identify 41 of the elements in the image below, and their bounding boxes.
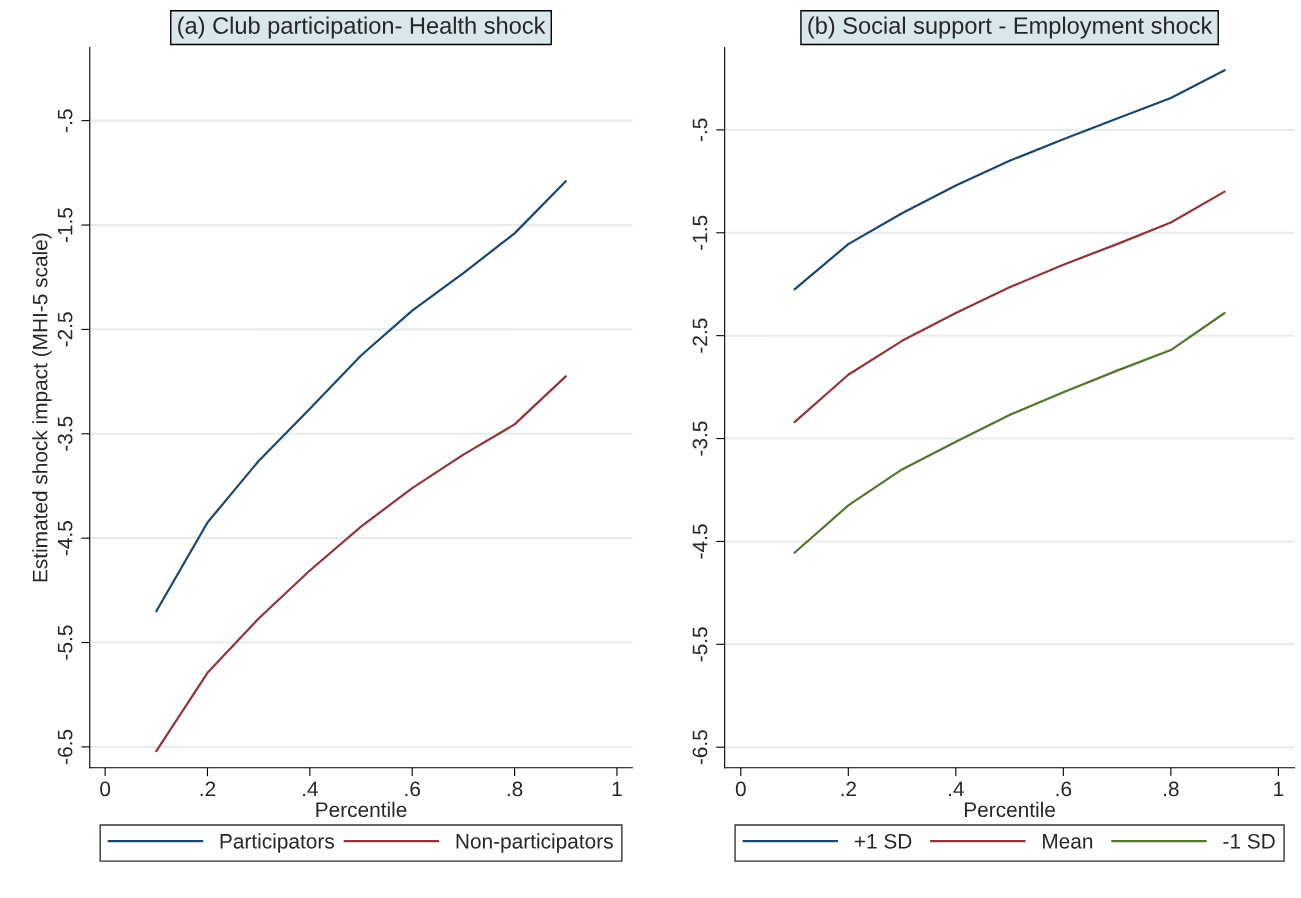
legend-label: +1 SD [854,833,912,849]
y-tick-label: -6.5 [57,729,73,764]
x-axis-title: Percentile [964,801,1055,818]
x-tick-label: .6 [1056,781,1072,797]
y-tick-label: -.5 [692,118,708,142]
chart-title: (a) Club participation- Health shock [178,16,546,39]
y-tick-label: -.5 [57,109,73,132]
x-tick-label: .6 [405,781,420,797]
line-series [793,69,1226,291]
x-tick-label: .2 [200,781,216,797]
chart-title: (b) Social support - Employment shock [808,16,1213,39]
x-tick-label: .2 [841,781,856,797]
y-tick-label: -1.5 [692,215,708,250]
y-tick-label: -2.5 [692,318,708,353]
y-tick-label: -5.5 [692,627,708,662]
y-tick-label: -6.5 [692,730,708,765]
y-tick-label: -3.5 [57,416,73,451]
y-tick-label: -5.5 [57,625,73,660]
x-tick-label: .8 [1164,781,1179,797]
y-tick-label: -1.5 [57,207,73,243]
line-series [793,190,1226,424]
y-tick-label: -4.5 [57,521,73,556]
y-tick-label: -2.5 [57,312,73,347]
line-series [155,375,567,753]
x-axis-title: Percentile [316,801,407,818]
legend-label: Participators [220,833,334,853]
x-tick-label: 1 [1274,781,1284,797]
x-tick-label: .8 [507,781,523,797]
x-tick-label: 1 [612,781,622,797]
x-tick-label: 0 [100,781,111,797]
legend-label: Non-participators [456,833,613,853]
x-tick-label: .4 [949,781,964,797]
legend-label: -1 SD [1223,833,1275,849]
y-axis-title: Estimated shock impact (MHI-5 scale) [32,233,52,582]
y-tick-label: -4.5 [692,524,708,559]
line-series [155,180,567,613]
x-tick-label: 0 [735,781,746,797]
legend-label: Mean [1043,834,1093,849]
y-tick-label: -3.5 [692,421,708,456]
x-tick-label: .4 [303,781,318,797]
line-series [793,311,1226,554]
